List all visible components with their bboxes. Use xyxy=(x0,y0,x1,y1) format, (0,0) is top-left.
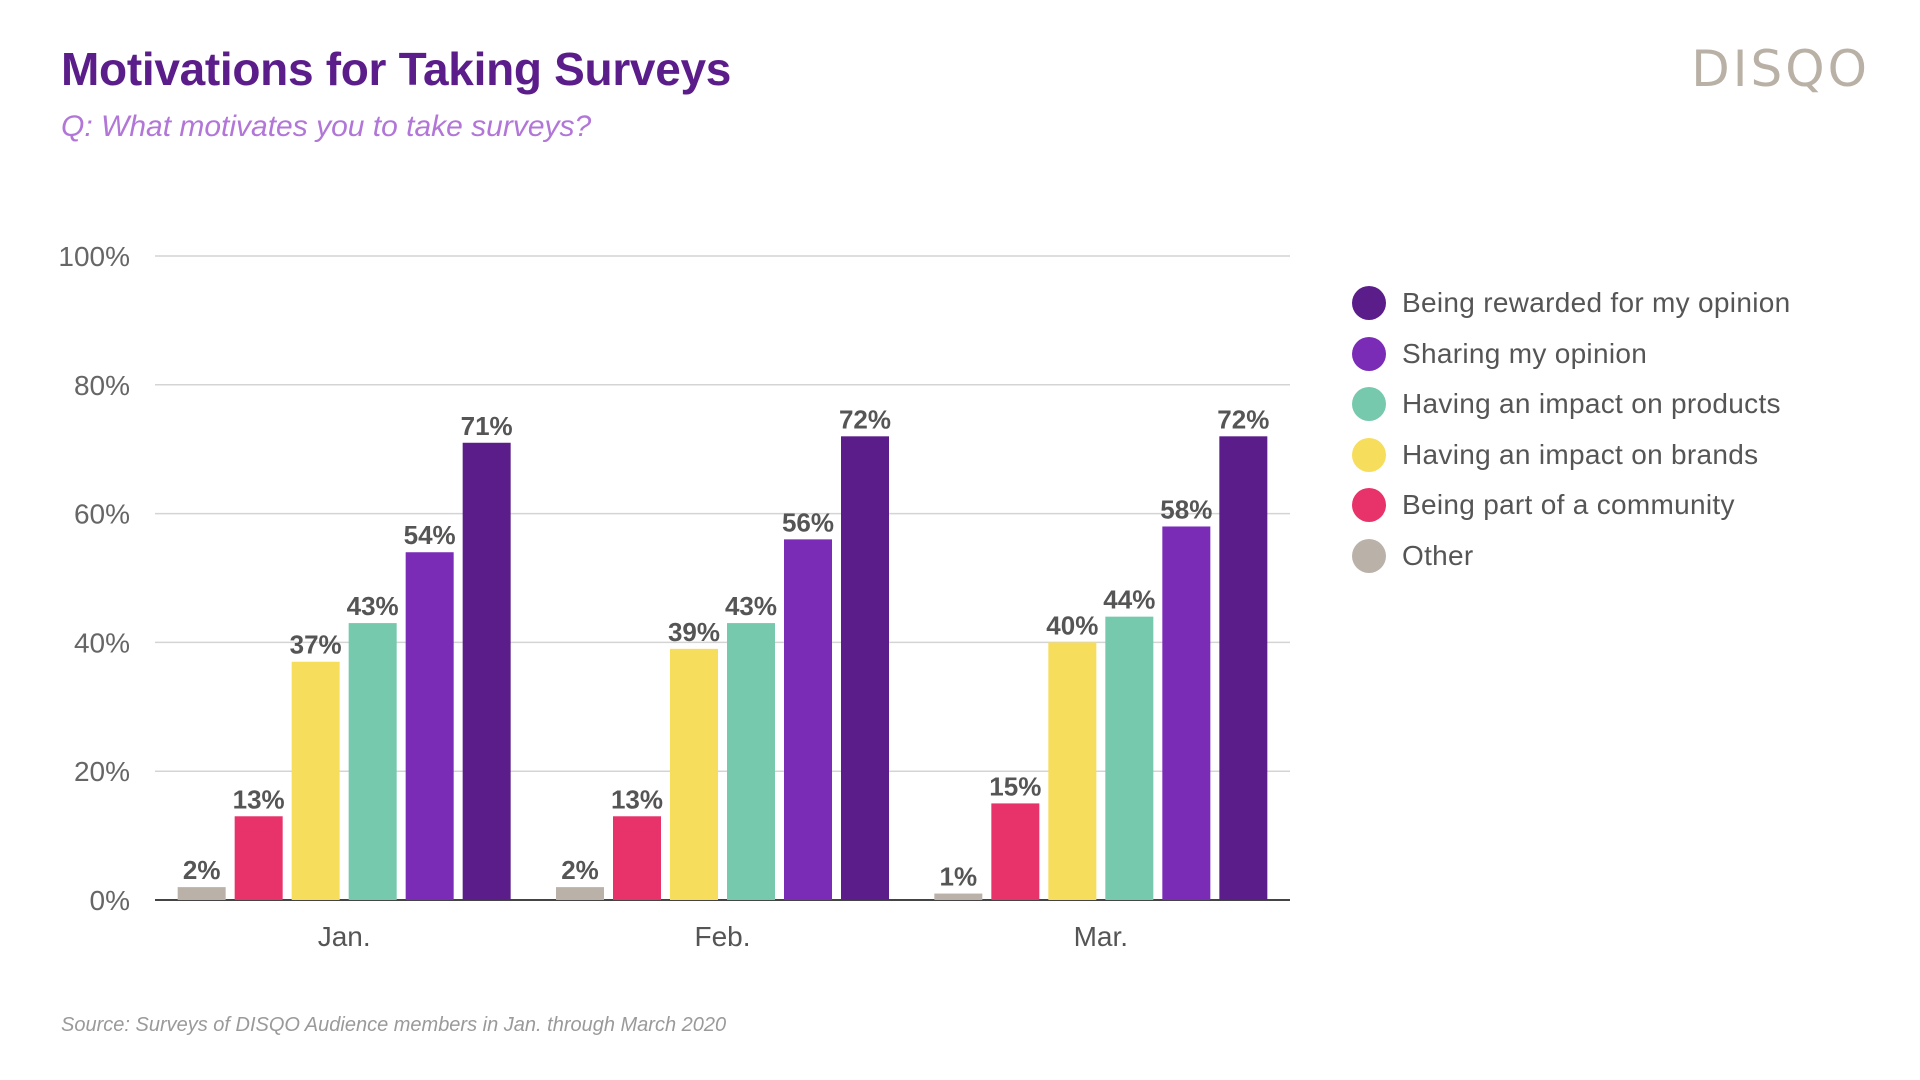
bar xyxy=(1105,616,1154,900)
legend-item: Other xyxy=(1352,531,1790,582)
y-tick-label: 100% xyxy=(58,241,130,272)
legend-swatch-icon xyxy=(1352,437,1386,472)
chart-title: Motivations for Taking Surveys xyxy=(61,43,732,95)
data-label: 71% xyxy=(461,411,513,441)
data-label: 43% xyxy=(347,591,399,621)
legend-label: Being part of a community xyxy=(1402,489,1735,521)
disqo-logo: DISQO xyxy=(1691,40,1870,98)
legend-swatch-icon xyxy=(1352,286,1386,321)
legend-swatch-icon xyxy=(1352,336,1386,371)
bar xyxy=(934,893,983,900)
bar xyxy=(1162,526,1211,900)
bar xyxy=(727,623,775,900)
y-tick-label: 20% xyxy=(74,756,130,787)
data-label: 2% xyxy=(183,855,221,885)
bar xyxy=(991,803,1040,900)
legend-label: Other xyxy=(1402,539,1474,571)
bar xyxy=(1219,436,1268,900)
data-label: 13% xyxy=(611,784,663,814)
x-tick-label: Mar. xyxy=(1074,921,1128,952)
bar-chart: 0%20%40%60%80%100%2%13%37%43%54%71%Jan.2… xyxy=(58,241,1290,952)
legend-item: Being rewarded for my opinion xyxy=(1352,278,1790,329)
data-label: 58% xyxy=(1160,494,1212,524)
data-label: 72% xyxy=(1217,404,1269,434)
data-label: 44% xyxy=(1103,585,1155,615)
source-note: Source: Surveys of DISQO Audience member… xyxy=(61,1014,727,1036)
data-label: 13% xyxy=(233,784,285,814)
legend-label: Having an impact on products xyxy=(1402,388,1781,420)
data-label: 2% xyxy=(561,855,599,885)
x-tick-label: Jan. xyxy=(318,921,371,952)
bar xyxy=(1048,642,1097,900)
legend-item: Being part of a community xyxy=(1352,480,1790,531)
data-label: 56% xyxy=(782,507,834,537)
data-label: 72% xyxy=(839,404,891,434)
data-label: 1% xyxy=(940,862,978,892)
bar xyxy=(556,887,604,900)
bar xyxy=(234,816,283,900)
data-label: 43% xyxy=(725,591,777,621)
legend-swatch-icon xyxy=(1352,538,1386,573)
y-tick-label: 40% xyxy=(74,627,130,658)
bar xyxy=(291,661,340,900)
bar xyxy=(670,648,718,900)
legend-label: Being rewarded for my opinion xyxy=(1402,287,1791,319)
data-label: 15% xyxy=(989,771,1041,801)
y-tick-label: 60% xyxy=(74,499,130,530)
y-tick-label: 80% xyxy=(74,370,130,401)
legend-swatch-icon xyxy=(1352,488,1386,523)
legend-item: Having an impact on brands xyxy=(1352,430,1790,481)
legend-label: Sharing my opinion xyxy=(1402,337,1648,369)
data-label: 37% xyxy=(290,630,342,660)
legend-label: Having an impact on brands xyxy=(1402,438,1759,470)
bar xyxy=(405,552,454,900)
legend-swatch-icon xyxy=(1352,387,1386,422)
data-label: 39% xyxy=(668,617,720,647)
legend-item: Having an impact on products xyxy=(1352,379,1790,430)
data-label: 40% xyxy=(1046,610,1098,640)
bar xyxy=(613,816,661,900)
bar xyxy=(348,623,397,900)
bar xyxy=(784,539,832,900)
chart-legend: Being rewarded for my opinion Sharing my … xyxy=(1352,278,1790,581)
bar xyxy=(841,436,889,900)
legend-item: Sharing my opinion xyxy=(1352,329,1790,380)
chart-subtitle: Q: What motivates you to take surveys? xyxy=(61,110,592,143)
bar xyxy=(462,442,511,900)
x-tick-label: Feb. xyxy=(694,921,750,952)
bar xyxy=(177,887,226,900)
y-tick-label: 0% xyxy=(90,885,130,916)
data-label: 54% xyxy=(404,520,456,550)
